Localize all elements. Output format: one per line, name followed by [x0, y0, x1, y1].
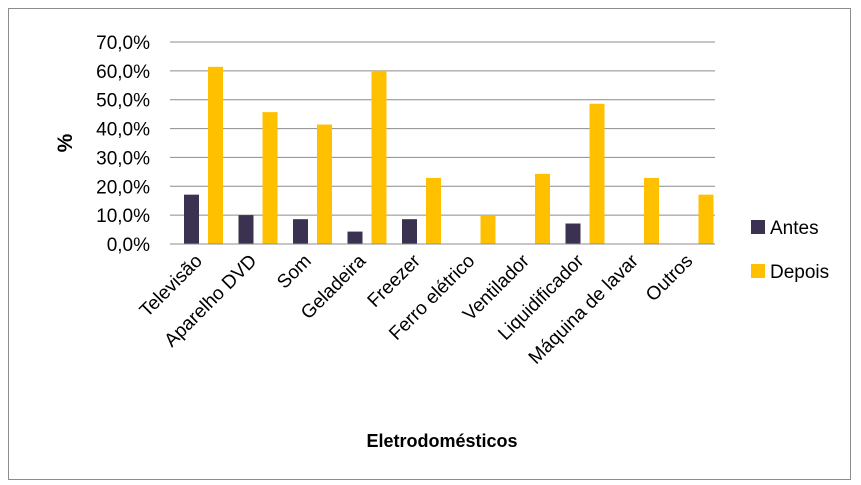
y-tick-label: 40,0%	[96, 120, 150, 141]
x-axis-label: Eletrodomésticos	[366, 431, 517, 451]
x-tick-label: Som	[273, 251, 315, 293]
bar-antes	[565, 223, 581, 244]
bars	[184, 66, 714, 245]
y-tick-label: 20,0%	[96, 177, 150, 198]
y-tick-label: 70,0%	[96, 33, 150, 54]
y-tick-label: 10,0%	[96, 206, 150, 227]
bar-depois	[644, 177, 659, 244]
bar-antes	[238, 215, 254, 244]
bar-antes	[293, 219, 308, 244]
legend-label: Depois	[770, 262, 829, 283]
bar-antes	[347, 231, 363, 244]
x-tick-label: Outros	[642, 251, 697, 306]
gridlines	[170, 41, 715, 216]
bar-depois	[262, 112, 278, 244]
bar-depois	[698, 194, 714, 244]
legend-swatch	[751, 264, 765, 278]
y-tick-label: 60,0%	[96, 62, 150, 83]
bar-depois	[317, 124, 332, 244]
bar-depois	[480, 215, 496, 244]
bar-depois	[426, 177, 441, 244]
y-tick-label: 50,0%	[96, 91, 150, 112]
y-tick-label: 0,0%	[107, 235, 150, 256]
bar-depois	[589, 103, 605, 244]
y-axis-ticks: 0,0% 10,0% 20,0% 30,0% 40,0% 50,0% 60,0% 70,0%	[96, 33, 150, 256]
bar-antes	[184, 194, 199, 244]
legend: Antes Depois	[751, 218, 829, 283]
bar-antes	[402, 219, 417, 244]
y-axis-label: %	[54, 133, 77, 152]
legend-swatch	[751, 220, 765, 234]
y-tick-label: 30,0%	[96, 148, 150, 169]
bar-depois	[371, 70, 387, 244]
bar-depois	[535, 173, 550, 244]
bar-depois	[208, 66, 223, 245]
legend-label: Antes	[770, 218, 819, 239]
